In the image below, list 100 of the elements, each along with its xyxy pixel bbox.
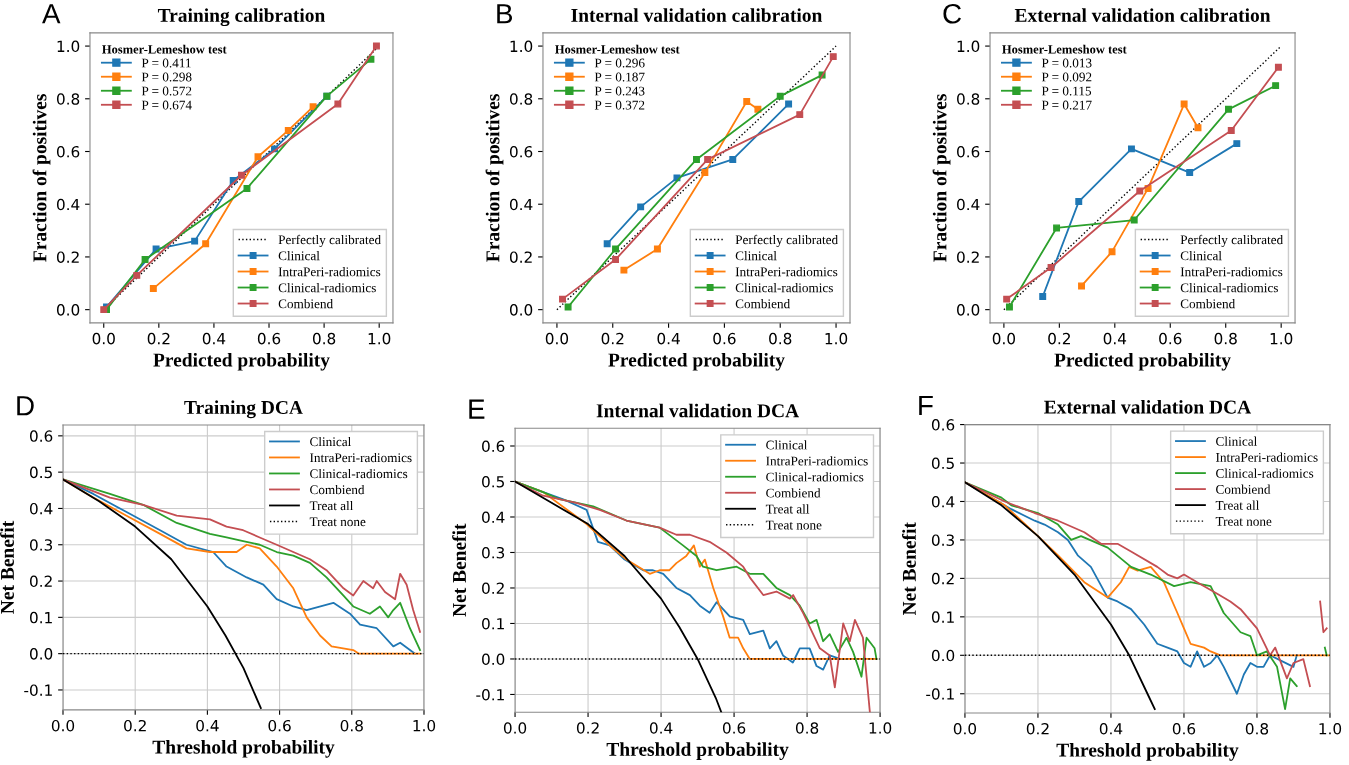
point: [1233, 140, 1241, 148]
legend-label: Treat none: [765, 520, 822, 530]
annotation: P = 0.572: [141, 86, 192, 96]
x-tick-label: 0.6: [257, 332, 281, 345]
point: [1078, 282, 1086, 290]
y-tick-label: 0.0: [56, 304, 80, 316]
y-tick-label: -0.1: [926, 688, 954, 700]
y-axis-title: Fraction of positives: [932, 94, 951, 262]
point: [785, 100, 793, 108]
y-tick-label: 0.2: [957, 251, 979, 263]
legend-label: IntraPeri-radiomics: [1216, 452, 1318, 462]
point: [743, 97, 751, 105]
point: [603, 240, 611, 248]
y-tick-label: 0.8: [56, 93, 80, 105]
legend-label: Clinical-radiomics: [1216, 468, 1314, 478]
chart-title: External validation calibration: [1014, 8, 1271, 22]
y-axis-title: Net Benefit: [452, 523, 467, 617]
legend-label: Perfectly calibrated: [278, 234, 381, 247]
y-tick-label: 0.2: [56, 251, 79, 263]
x-tick-label: 1.0: [869, 722, 892, 734]
y-axis-title: Fraction of positives: [485, 94, 504, 262]
legend-label: IntraPeri-radiomics: [1180, 266, 1283, 277]
chart-title: External validation DCA: [1044, 399, 1252, 414]
legend-label: Combiend: [735, 298, 791, 309]
x-tick-label: 0.4: [657, 332, 680, 345]
x-axis-title: Predicted probability: [608, 352, 785, 371]
point: [704, 155, 712, 163]
legend-label: Perfectly calibrated: [735, 234, 838, 247]
y-tick-label: 0.3: [931, 534, 954, 546]
point: [149, 285, 157, 293]
annotation: P = 0.372: [594, 100, 645, 110]
y-axis-title: Net Benefit: [0, 520, 14, 614]
point: [653, 245, 661, 253]
point: [693, 155, 700, 163]
y-tick-label: 0.3: [29, 539, 53, 551]
y-tick-label: 0.3: [482, 546, 505, 559]
legend-label: Combiend: [1216, 484, 1271, 494]
x-tick-label: 0.2: [1048, 332, 1070, 345]
point: [776, 92, 784, 100]
point: [612, 245, 620, 253]
point: [1272, 82, 1280, 90]
point: [1003, 295, 1011, 303]
legend-label: Treat none: [309, 517, 366, 527]
text: F: [919, 395, 933, 415]
y-axis-title: Net Benefit: [902, 522, 916, 616]
point: [612, 256, 620, 264]
x-tick-label: 0.0: [545, 332, 569, 345]
annotation: P = 0.013: [1041, 58, 1092, 68]
point: [309, 103, 317, 111]
y-tick-label: 0.5: [931, 457, 954, 470]
annotation: P = 0.187: [594, 72, 645, 82]
y-tick-label: 0.6: [482, 440, 505, 453]
point: [564, 303, 572, 311]
legend-label: IntraPeri-radiomics: [310, 452, 412, 463]
y-tick-label: -0.1: [476, 688, 504, 701]
point: [1005, 303, 1013, 311]
y-tick-label: 0.1: [29, 611, 52, 624]
x-tick-label: 0.6: [1172, 722, 1196, 735]
x-tick-label: 0.6: [268, 719, 291, 732]
point: [1186, 169, 1194, 177]
point: [1194, 124, 1202, 132]
y-tick-label: 0.5: [482, 475, 504, 488]
x-tick-label: 0.2: [147, 332, 170, 345]
point: [254, 153, 262, 161]
point: [1075, 198, 1083, 206]
y-tick-label: 1.0: [957, 40, 980, 53]
point: [620, 266, 628, 274]
point: [1274, 63, 1282, 71]
point: [202, 240, 210, 248]
legend-label: Treat all: [765, 504, 810, 514]
y-tick-label: 0.5: [29, 466, 52, 479]
y-tick-label: 0.2: [931, 572, 954, 585]
y-tick-label: 0.1: [931, 611, 954, 623]
point: [1136, 187, 1144, 195]
y-tick-label: 0.8: [957, 93, 980, 105]
y-axis-title: Fraction of positives: [32, 94, 51, 262]
chart-title: Internal validation DCA: [596, 403, 799, 418]
legend-label: Combiend: [310, 484, 365, 495]
y-tick-label: 0.4: [509, 198, 533, 211]
y-tick-label: 0.6: [29, 430, 53, 442]
y-tick-label: 0.4: [957, 198, 980, 211]
annotation: Hosmer-Lemeshow test: [102, 44, 227, 54]
x-tick-label: 0.8: [795, 722, 819, 734]
annotation: P = 0.298: [141, 72, 192, 82]
point: [1047, 264, 1055, 271]
x-tick-label: 0.6: [713, 332, 736, 345]
legend-label: Clinical: [1216, 436, 1258, 446]
x-tick-label: 0.6: [1159, 332, 1182, 345]
annotation: P = 0.674: [141, 100, 192, 110]
legend-label: Clinical-radiomics: [766, 472, 864, 482]
x-tick-label: 1.0: [825, 332, 848, 345]
legend-label: Combiend: [1180, 298, 1236, 309]
x-axis-title: Threshold probability: [152, 739, 335, 758]
point: [243, 184, 251, 192]
chart-title: Training calibration: [157, 8, 325, 27]
point: [729, 155, 737, 163]
x-axis-title: Predicted probability: [1054, 352, 1231, 371]
y-tick-label: 1.0: [57, 40, 80, 53]
annotation: Hosmer-Lemeshow test: [1002, 44, 1127, 54]
x-tick-label: 1.0: [1270, 332, 1293, 345]
